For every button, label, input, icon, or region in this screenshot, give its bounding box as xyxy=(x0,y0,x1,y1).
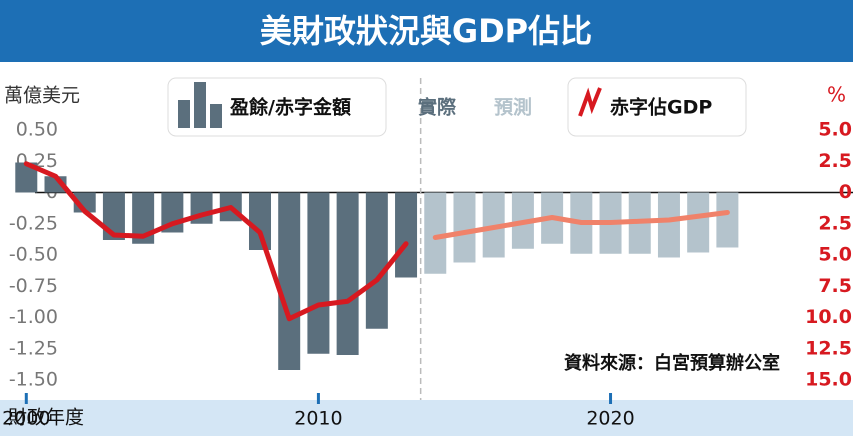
legend-label: 盈餘/赤字金額 xyxy=(229,96,351,119)
title-banner xyxy=(0,0,853,62)
y-tick-label: -1.00 xyxy=(9,306,58,328)
y-axis-label: 萬億美元 xyxy=(4,85,80,107)
bar xyxy=(687,192,710,253)
y2-axis-label: % xyxy=(827,83,846,107)
x-tick-label: 2020 xyxy=(586,408,634,430)
y-tick-label: -0.75 xyxy=(9,275,58,297)
y2-tick-label: 5.0 xyxy=(818,119,852,141)
y-tick-label: -1.50 xyxy=(9,369,58,391)
line xyxy=(23,161,409,322)
actual-label: 實際 xyxy=(418,96,457,119)
y-tick-label: -0.50 xyxy=(9,244,58,266)
bar xyxy=(453,192,476,263)
legend-box xyxy=(567,77,747,137)
y-tick-label: -1.25 xyxy=(9,337,58,359)
line xyxy=(432,210,730,240)
chart-title: 美財政狀況與GDP佔比 xyxy=(260,12,592,50)
legend-icon xyxy=(578,87,602,117)
bar xyxy=(132,192,155,244)
y2-tick-label: 2.5 xyxy=(818,212,852,234)
legend-icon xyxy=(194,82,206,128)
x-tick-label: 2000 xyxy=(2,408,50,430)
y-tick-label: -0.25 xyxy=(9,212,58,234)
bar xyxy=(365,192,388,329)
bar xyxy=(278,192,301,370)
y2-tick-label: 2.5 xyxy=(818,150,852,172)
bar xyxy=(424,192,447,274)
x-tick-label: 2010 xyxy=(294,408,342,430)
bar xyxy=(248,192,271,250)
legend-icon xyxy=(210,104,222,128)
y2-tick-label: 5.0 xyxy=(818,244,852,266)
y-tick-label: 0.50 xyxy=(16,119,58,141)
y2-tick-label: 7.5 xyxy=(818,275,852,297)
y2-tick-label: 0 xyxy=(839,181,852,203)
y2-tick-label: 10.0 xyxy=(805,306,852,328)
source-bg xyxy=(498,344,784,382)
bar xyxy=(716,192,739,248)
x-axis-band xyxy=(0,400,853,436)
x-axis-label: 財政年度 xyxy=(8,407,84,429)
bar xyxy=(657,192,680,258)
legend-box xyxy=(167,77,387,137)
legend-label: 赤字佔GDP xyxy=(610,96,712,119)
y2-tick-label: 15.0 xyxy=(805,369,852,391)
bar xyxy=(395,192,418,278)
forecast-label: 預測 xyxy=(494,96,532,119)
y2-tick-label: 12.5 xyxy=(805,337,852,359)
legend-icon xyxy=(178,100,190,128)
bar xyxy=(15,162,38,193)
bar xyxy=(336,192,359,355)
bar xyxy=(307,192,330,354)
source-note: 資料來源：白宮預算辦公室 xyxy=(564,352,780,374)
